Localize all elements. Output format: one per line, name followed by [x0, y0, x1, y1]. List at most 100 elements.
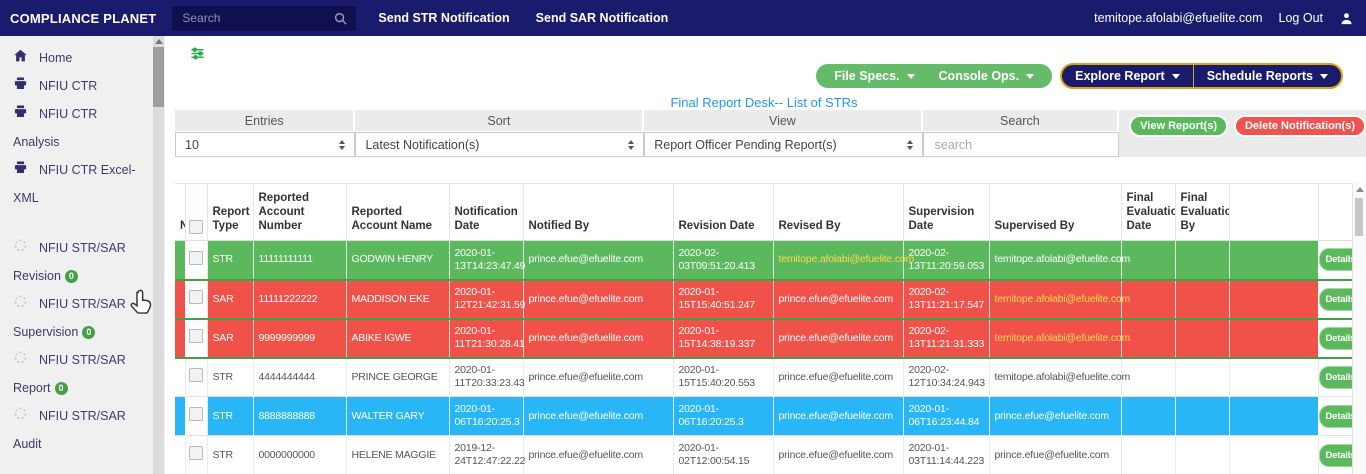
column-header-spacer	[1229, 183, 1319, 241]
column-header-reported-account-name: Reported Account Name	[346, 183, 450, 241]
cell-supervised-by: prince.efue@efuelite.com	[989, 396, 1122, 436]
cell-supervision-date: 2020-02-13T11:20:59.053	[903, 240, 990, 280]
cell-notified-by: prince.efue@efuelite.com	[523, 357, 674, 397]
row-checkbox[interactable]	[189, 368, 203, 383]
global-search-input[interactable]	[180, 10, 334, 26]
details-button[interactable]: Details	[1318, 404, 1353, 428]
chevron-down-icon	[1171, 74, 1180, 79]
logout-button[interactable]: Log Out	[1278, 11, 1323, 25]
table-search-input[interactable]	[932, 136, 1110, 153]
cell-notified-by: prince.efue@efuelite.com	[523, 396, 674, 436]
cell-final-evaluation-date	[1121, 396, 1176, 436]
cell-revision-date: 2020-01-15T15:40:20.553	[673, 357, 774, 397]
details-button[interactable]: Details	[1318, 326, 1353, 350]
table-scrollbar[interactable]	[1352, 183, 1366, 474]
row-checkbox[interactable]	[189, 446, 203, 460]
entries-select[interactable]: 10	[175, 132, 356, 157]
cell-final-evaluation-by	[1175, 279, 1230, 319]
home-icon	[13, 45, 28, 62]
sidebar-item-label: NFIU STR/SAR Report	[13, 353, 126, 395]
printer-icon	[13, 157, 28, 173]
cell-revision-date: 2020-01-15T15:40:51.247	[673, 279, 774, 319]
sidebar-item-nfiu-str-sar-supervision[interactable]: NFIU STR/SAR Supervision 0	[0, 290, 165, 346]
select-all-checkbox[interactable]	[189, 220, 203, 234]
sidebar-item-nfiu-ctr-excel-xml[interactable]: NFIU CTR Excel-XML	[0, 156, 165, 212]
cell-notified-by: prince.efue@efuelite.com	[523, 279, 674, 319]
cell-spacer	[1229, 396, 1319, 436]
details-button[interactable]: Details	[1318, 248, 1353, 272]
sidebar-scrollbar[interactable]	[153, 36, 164, 474]
details-button[interactable]: Details	[1318, 443, 1353, 467]
details-button[interactable]: Details	[1318, 287, 1353, 311]
cell-notified-by: prince.efue@efuelite.com	[523, 435, 674, 474]
cell-details: Details	[1318, 240, 1353, 280]
sort-select[interactable]: Latest Notification(s)	[355, 132, 645, 157]
cell-final-evaluation-by	[1175, 240, 1230, 280]
sidebar-scrollbar-thumb[interactable]	[153, 47, 164, 107]
file-specs-button[interactable]: File Specs.	[822, 69, 926, 83]
table-scroll-up-icon[interactable]	[1355, 187, 1364, 192]
chevron-down-icon	[1320, 74, 1328, 79]
sidebar-item-label: NFIU STR/SAR Audit	[13, 409, 126, 451]
console-ops-button[interactable]: Console Ops.	[927, 69, 1047, 83]
entries-label: Entries	[175, 110, 356, 131]
cell-checkbox	[185, 396, 208, 436]
explore-report-button[interactable]: Explore Report	[1062, 65, 1193, 87]
updown-icon	[906, 139, 913, 150]
cell-revised-by: prince.efue@efuelite.com	[773, 396, 904, 436]
sidebar-item-nfiu-str-sar-report[interactable]: NFIU STR/SAR Report 0	[0, 346, 165, 402]
cell-account-number: 0000000000	[253, 435, 347, 474]
top-navbar: COMPLIANCE PLANET Send STR Notification …	[0, 0, 1366, 36]
global-search-box[interactable]	[172, 5, 357, 31]
send-sar-notification-link[interactable]: Send SAR Notification	[535, 11, 669, 25]
table-row: STR 11111111111 GODWIN HENRY 2020-01-13T14:…	[175, 240, 1353, 280]
cell-notification-date: 2020-01-13T14:23:47.49	[449, 240, 525, 280]
user-icon[interactable]	[1339, 11, 1354, 26]
cell-details: Details	[1318, 435, 1353, 474]
count-badge: 0	[82, 326, 96, 339]
table-scrollbar-thumb[interactable]	[1355, 198, 1363, 236]
sidebar-item-label: NFIU CTR Excel-XML	[13, 163, 136, 205]
report-toolbar: File Specs. Console Ops. Explore Report Sc…	[816, 63, 1343, 89]
sidebar-item-nfiu-ctr-analysis[interactable]: NFIU CTR Analysis	[0, 100, 165, 156]
cell-account-name: WALTER GARY	[346, 396, 450, 436]
sidebar-item-nfiu-str-sar-revision[interactable]: NFIU STR/SAR Revision 0	[0, 234, 165, 290]
row-checkbox[interactable]	[189, 329, 203, 343]
sort-section: Sort Latest Notification(s)	[355, 110, 645, 157]
cell-account-name: HELENE MAGGIE	[346, 435, 450, 474]
sidebar-scroll-up-icon[interactable]	[154, 39, 163, 44]
row-checkbox[interactable]	[189, 290, 203, 304]
count-badge: 0	[54, 382, 68, 395]
view-report-s-button[interactable]: View Report(s)	[1129, 115, 1228, 137]
cell-final-evaluation-date	[1121, 318, 1176, 358]
cell-revised-by: prince.efue@efuelite.com	[773, 279, 904, 319]
sidebar-item-nfiu-str-sar-audit[interactable]: NFIU STR/SAR Audit	[0, 402, 165, 458]
schedule-reports-button[interactable]: Schedule Reports	[1192, 65, 1341, 87]
cell-notified-by: prince.efue@efuelite.com	[523, 240, 674, 280]
sliders-icon[interactable]	[190, 46, 205, 61]
printer-icon	[13, 73, 28, 89]
cell-final-evaluation-date	[1121, 240, 1176, 280]
select-all-checkbox-cell	[185, 183, 208, 241]
column-header-reported-account-number: Reported Account Number	[253, 183, 347, 241]
send-str-notification-link[interactable]: Send STR Notification	[378, 11, 510, 25]
cell-checkbox	[185, 318, 208, 358]
sidebar-item-home[interactable]: Home	[0, 44, 165, 72]
column-header-revised-by: Revised By	[773, 183, 904, 241]
row-checkbox[interactable]	[189, 250, 203, 265]
count-badge: 0	[64, 270, 78, 283]
view-select[interactable]: Report Officer Pending Report(s)	[644, 132, 923, 157]
sort-label: Sort	[355, 110, 645, 131]
column-header-notified-by: Notified By	[523, 183, 674, 241]
cell-details: Details	[1318, 279, 1353, 319]
delete-notification-s-button[interactable]: Delete Notification(s)	[1233, 115, 1366, 137]
search-icon[interactable]	[333, 11, 348, 26]
sidebar-item-label: NFIU CTR Analysis	[13, 107, 98, 149]
updown-icon	[339, 139, 346, 150]
sidebar-item-nfiu-ctr[interactable]: NFIU CTR	[0, 72, 165, 100]
cell-supervision-date: 2020-02-13T11:21:17.547	[903, 279, 990, 319]
row-checkbox[interactable]	[189, 407, 203, 421]
table-row: SAR 11111222222 MADDISON EKE 2020-01-12T21:…	[175, 279, 1353, 319]
cell-report-type: SAR	[207, 279, 254, 319]
details-button[interactable]: Details	[1318, 365, 1353, 389]
